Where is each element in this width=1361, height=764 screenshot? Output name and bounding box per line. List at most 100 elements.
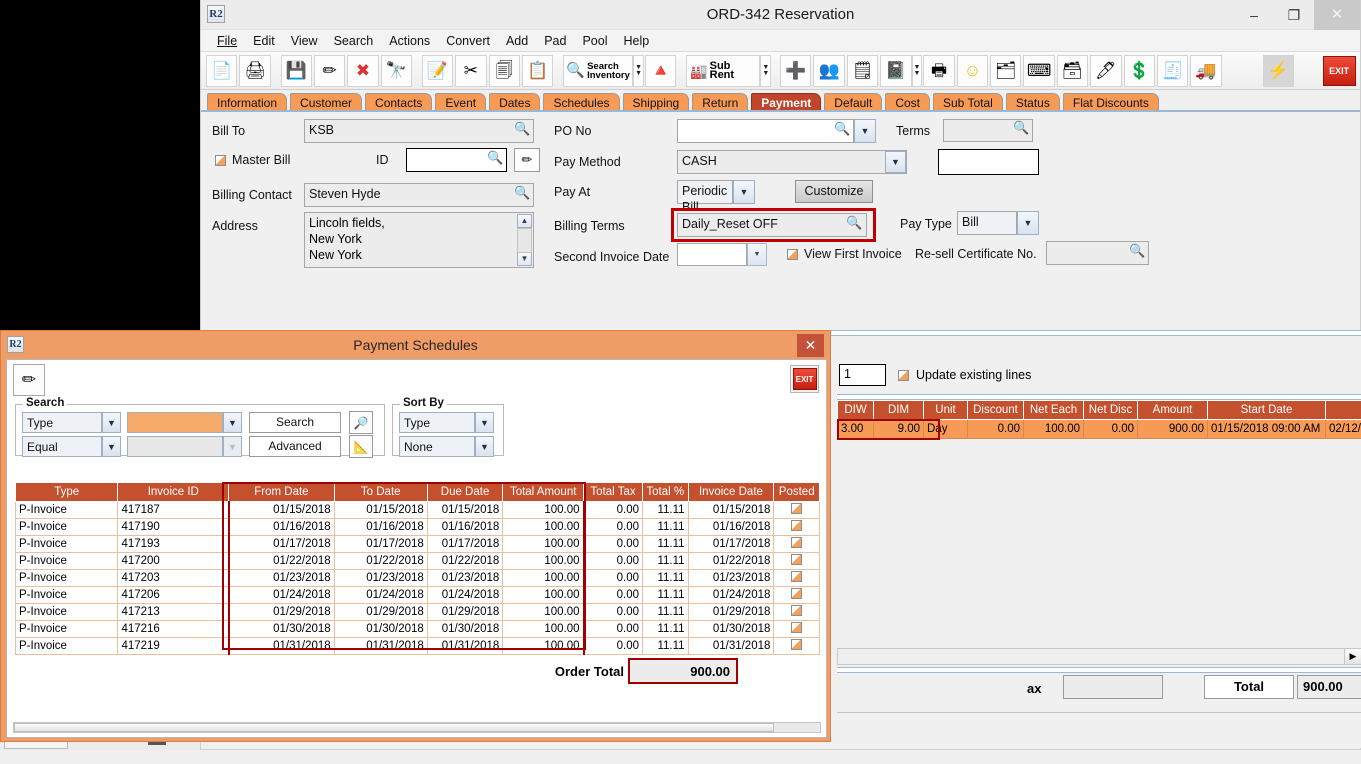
billing-terms-search-icon[interactable]: 🔍	[846, 215, 863, 230]
col-start-date[interactable]: Start Date	[1207, 400, 1326, 420]
paste-icon[interactable]: 📋	[521, 54, 554, 87]
id-search-icon[interactable]: 🔍	[487, 150, 504, 165]
cut-scissors-icon[interactable]: ✂	[455, 54, 487, 87]
notepad-icon[interactable]: 📓	[880, 54, 912, 87]
col-diw[interactable]: DIW	[837, 400, 874, 420]
col-net-disc[interactable]: Net Disc	[1083, 400, 1138, 420]
pay-method-input[interactable]: CASH	[677, 150, 907, 174]
resell-certificate-input[interactable]	[1046, 241, 1149, 265]
contacts-icon[interactable]: 👥	[813, 54, 845, 87]
col-discount[interactable]: Discount	[967, 400, 1024, 420]
total-button[interactable]: Total	[1204, 675, 1294, 699]
po-no-input[interactable]	[677, 119, 854, 143]
search-operator-dropdown-icon[interactable]: ▼	[102, 436, 121, 457]
search-operator-select[interactable]: Equal	[22, 436, 102, 457]
menu-edit[interactable]: Edit	[253, 33, 275, 48]
warehouse-icon[interactable]: 🗃	[1056, 54, 1089, 87]
po-no-dropdown-icon[interactable]: ▼	[854, 119, 876, 143]
dialog-close-button[interactable]: ✕	[797, 334, 824, 357]
menu-file[interactable]: File	[209, 32, 245, 50]
table-row[interactable]: P-Invoice 417190 01/16/2018 01/16/2018 01/16…	[14, 518, 820, 536]
col-type[interactable]: Type	[14, 482, 119, 502]
smiley-icon[interactable]: ☺	[956, 54, 989, 87]
menu-add[interactable]: Add	[505, 33, 529, 48]
billing-contact-input[interactable]: Steven Hyde	[304, 183, 534, 207]
id-edit-pencil-icon[interactable]: ✏	[514, 148, 540, 172]
second-invoice-date-dropdown-icon[interactable]: ▼	[747, 243, 767, 266]
pay-at-dropdown-icon[interactable]: ▼	[733, 180, 755, 204]
print-labels-icon[interactable]: 🖶	[923, 54, 955, 87]
menu-search[interactable]: Search	[333, 33, 374, 48]
posted-checkbox[interactable]	[791, 571, 803, 582]
view-first-invoice-checkbox[interactable]	[787, 249, 798, 260]
address-scroll-down-icon[interactable]: ▼	[517, 252, 532, 266]
tab-schedules[interactable]: Schedules	[543, 93, 620, 112]
tax-input[interactable]	[1063, 675, 1163, 699]
pencil-icon[interactable]: ✏	[13, 364, 45, 396]
table-row[interactable]: P-Invoice 417193 01/17/2018 01/17/2018 01/17…	[14, 535, 820, 553]
sort-secondary-dropdown-icon[interactable]: ▼	[475, 436, 494, 457]
3d-objects-icon[interactable]: 🔺	[645, 54, 677, 87]
quantity-input[interactable]: 1	[839, 364, 886, 386]
pay-type-input[interactable]: Bill	[957, 211, 1017, 235]
tab-flat-discounts[interactable]: Flat Discounts	[1062, 93, 1159, 112]
posted-checkbox[interactable]	[791, 639, 803, 650]
menu-convert[interactable]: Convert	[446, 33, 490, 48]
lightning-icon[interactable]: ⚡	[1262, 54, 1295, 87]
search-magnifier-icon[interactable]: 🔎	[349, 411, 373, 434]
col-end-date[interactable]	[1325, 400, 1361, 420]
search-value1-dropdown-icon[interactable]: ▼	[223, 412, 242, 433]
id-input[interactable]	[406, 148, 507, 172]
dialog-scrollbar-thumb[interactable]	[14, 723, 774, 732]
keyboard-arrow-icon[interactable]: ⌨	[1023, 54, 1055, 87]
table-row[interactable]: 3.00 9.00 Day 0.00 100.00 0.00 900.00 01…	[837, 419, 1361, 439]
billing-contact-search-icon[interactable]: 🔍	[514, 185, 531, 200]
pay-type-dropdown-icon[interactable]: ▼	[1017, 211, 1039, 235]
money-note-icon[interactable]: 🧾	[1156, 54, 1189, 87]
line-items-grid[interactable]: DIW DIM Unit Discount Net Each Net Disc …	[837, 400, 1361, 439]
menu-pad[interactable]: Pad	[544, 33, 567, 48]
scroll-right-arrow-icon[interactable]: ▶	[1344, 649, 1361, 664]
search-field-dropdown-icon[interactable]: ▼	[102, 412, 121, 433]
posted-checkbox[interactable]	[791, 588, 803, 599]
col-net-each[interactable]: Net Each	[1023, 400, 1084, 420]
master-bill-checkbox[interactable]	[215, 155, 226, 166]
posted-checkbox[interactable]	[791, 520, 803, 531]
tab-event[interactable]: Event	[435, 93, 487, 112]
advanced-search-icon[interactable]: 📐	[349, 435, 373, 458]
tab-dates[interactable]: Dates	[489, 93, 541, 112]
table-row[interactable]: P-Invoice 417219 01/31/2018 01/31/2018 01/31…	[14, 637, 820, 655]
dialog-exit-button[interactable]: EXIT	[790, 365, 819, 393]
col-total-amount[interactable]: Total Amount	[502, 482, 585, 502]
col-invoice-id[interactable]: Invoice ID	[117, 482, 230, 502]
bill-to-search-icon[interactable]: 🔍	[514, 121, 531, 136]
col-total-percent[interactable]: Total %	[642, 482, 689, 502]
add-remove-icon[interactable]: ➕	[780, 54, 812, 87]
billing-terms-input[interactable]: Daily_Reset OFF	[677, 213, 867, 237]
tab-payment[interactable]: Payment	[751, 93, 822, 112]
posted-checkbox[interactable]	[791, 622, 803, 633]
search-button[interactable]: Search	[249, 412, 341, 433]
menu-pool[interactable]: Pool	[582, 33, 608, 48]
col-posted[interactable]: Posted	[773, 482, 820, 502]
advanced-button[interactable]: Advanced	[249, 436, 341, 457]
sort-primary-select[interactable]: Type	[399, 412, 475, 433]
search-value2-input[interactable]	[127, 436, 223, 457]
terms-extra-input[interactable]	[938, 149, 1039, 175]
update-existing-lines-checkbox[interactable]	[898, 370, 909, 381]
tab-return[interactable]: Return	[692, 93, 749, 112]
address-textarea[interactable]: Lincoln fields, New York New York ▲ ▼	[304, 212, 534, 268]
col-total-tax[interactable]: Total Tax	[583, 482, 643, 502]
close-button[interactable]: ✕	[1314, 0, 1360, 30]
col-dim[interactable]: DIM	[873, 400, 924, 420]
sort-secondary-select[interactable]: None	[399, 436, 475, 457]
search-field-select[interactable]: Type	[22, 412, 102, 433]
search-value1-input[interactable]	[127, 412, 223, 433]
address-scroll-up-icon[interactable]: ▲	[517, 214, 532, 228]
tab-shipping[interactable]: Shipping	[622, 93, 690, 112]
dialog-horizontal-scrollbar[interactable]	[13, 722, 821, 733]
pay-at-input[interactable]: Periodic Bill...	[677, 180, 733, 214]
new-order-icon[interactable]: 📄	[206, 54, 238, 87]
notepad-dropdown-icon[interactable]: ▼ ▼	[911, 54, 923, 87]
tab-information[interactable]: Information	[207, 93, 288, 112]
